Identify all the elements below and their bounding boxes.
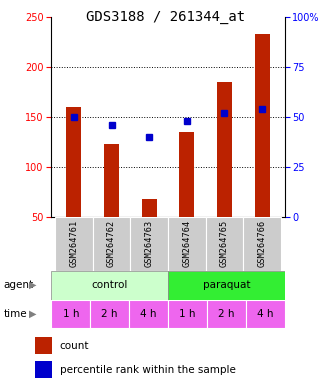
Text: GDS3188 / 261344_at: GDS3188 / 261344_at	[86, 10, 245, 23]
Bar	[142, 199, 157, 217]
Text: 2 h: 2 h	[101, 309, 118, 319]
Bar	[168, 217, 206, 271]
Bar	[168, 300, 207, 328]
Bar	[168, 271, 285, 300]
Text: GSM264763: GSM264763	[145, 220, 154, 268]
Bar	[207, 300, 246, 328]
Text: ▶: ▶	[29, 280, 37, 290]
Text: ▶: ▶	[29, 309, 37, 319]
Text: 2 h: 2 h	[218, 309, 235, 319]
Bar	[104, 144, 119, 217]
Text: GSM264766: GSM264766	[258, 220, 266, 268]
Bar	[66, 107, 81, 217]
Bar	[206, 217, 243, 271]
Bar	[51, 300, 90, 328]
Text: 4 h: 4 h	[140, 309, 157, 319]
Text: agent: agent	[3, 280, 33, 290]
Bar	[35, 337, 52, 354]
Bar	[130, 217, 168, 271]
Text: time: time	[3, 309, 27, 319]
Text: percentile rank within the sample: percentile rank within the sample	[60, 364, 236, 375]
Bar	[35, 361, 52, 378]
Bar	[90, 300, 129, 328]
Bar	[243, 217, 281, 271]
Text: count: count	[60, 341, 89, 351]
Bar	[246, 300, 285, 328]
Bar	[179, 132, 194, 217]
Text: GSM264765: GSM264765	[220, 220, 229, 268]
Text: 1 h: 1 h	[179, 309, 196, 319]
Bar	[129, 300, 168, 328]
Text: paraquat: paraquat	[203, 280, 250, 290]
Text: GSM264762: GSM264762	[107, 220, 116, 268]
Bar	[51, 271, 168, 300]
Bar	[217, 82, 232, 217]
Text: GSM264761: GSM264761	[70, 220, 78, 268]
Text: 1 h: 1 h	[63, 309, 79, 319]
Bar	[93, 217, 130, 271]
Text: GSM264764: GSM264764	[182, 220, 191, 268]
Bar	[255, 34, 270, 217]
Text: 4 h: 4 h	[257, 309, 273, 319]
Text: control: control	[91, 280, 128, 290]
Bar	[55, 217, 93, 271]
